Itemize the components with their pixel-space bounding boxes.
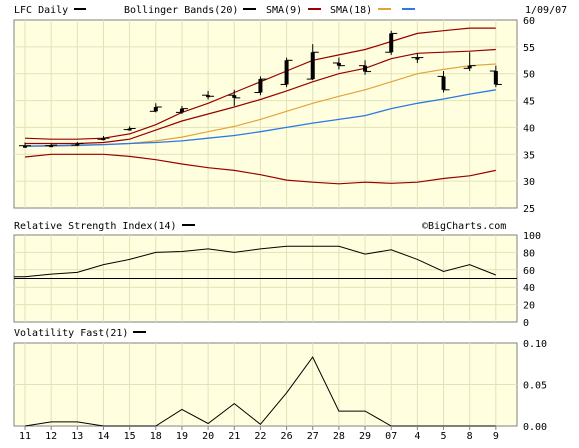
x-axis-tick-label: 14 (97, 431, 109, 442)
price-bar (149, 103, 162, 113)
price-bar-body (258, 79, 263, 93)
price-bar (228, 89, 241, 106)
price-y-tick-label: 30 (523, 177, 535, 188)
rsi-line (14, 245, 496, 278)
x-axis-tick-label: 22 (254, 431, 266, 442)
price-bar (489, 65, 502, 88)
price-bars (19, 30, 502, 148)
price-bar (45, 143, 58, 148)
price-bar (19, 142, 31, 148)
x-axis-tick-label: 29 (359, 431, 371, 442)
volatility-y-tick-label: 0.05 (523, 381, 547, 392)
price-bar-body (467, 65, 472, 69)
x-axis-tick-label: 4 (414, 431, 420, 442)
x-axis-tick-label: 5 (441, 431, 447, 442)
price-bar-body (336, 62, 341, 66)
price-bar (71, 141, 84, 147)
x-axis-tick-label: 18 (150, 431, 162, 442)
x-axis-tick-label: 9 (493, 431, 499, 442)
x-axis-tick-label: 26 (281, 431, 293, 442)
price-y-tick-label: 45 (523, 97, 535, 108)
volatility-y-tick-label: 0.10 (523, 339, 547, 350)
price-bar-body (23, 145, 27, 148)
rsi-y-tick-label: 20 (523, 301, 535, 312)
price-bar-body (153, 107, 158, 112)
price-bar-body (389, 33, 394, 53)
legend-sma18-label: SMA(18) (330, 5, 372, 16)
price-bar (254, 76, 267, 96)
x-axis-tick-label: 28 (333, 431, 345, 442)
rsi-y-tick-label: 40 (523, 283, 535, 294)
price-bar-body (415, 57, 420, 60)
price-bar-body (493, 71, 498, 85)
rsi-y-tick-label: 0 (523, 318, 529, 329)
x-axis-tick-label: 12 (45, 431, 57, 442)
series-line-sma50 (24, 89, 496, 147)
watermark: ©BigCharts.com (422, 221, 506, 232)
price-y-tick-label: 60 (523, 16, 535, 27)
price-bar (202, 90, 215, 100)
rsi-y-tick-label: 100 (523, 231, 541, 242)
price-bar (97, 136, 110, 141)
price-y-tick-label: 55 (523, 43, 535, 54)
volatility-y-axis: 0.00 0.05 0.10 (523, 339, 547, 433)
x-axis-tick-label: 15 (124, 431, 136, 442)
price-bar-body (310, 52, 315, 80)
legend-bollinger-label: Bollinger Bands(20) (124, 5, 238, 16)
price-bar (280, 57, 293, 88)
price-bar-body (75, 143, 80, 146)
rsi-title: Relative Strength Index(14) (14, 221, 177, 232)
x-axis-tick-label: 21 (228, 431, 240, 442)
rsi-y-axis: 0 20 40 60 80 100 (523, 231, 541, 329)
price-bar (123, 126, 136, 131)
price-bar-body (232, 95, 237, 98)
chart-title: LFC Daily (14, 5, 68, 16)
price-y-tick-label: 50 (523, 70, 535, 81)
price-bar (411, 53, 424, 63)
x-axis-tick-label: 11 (19, 431, 31, 442)
x-axis-tick-label: 07 (385, 431, 397, 442)
price-y-tick-label: 25 (523, 204, 535, 215)
price-bar (463, 52, 476, 72)
rsi-header-bar (0, 216, 579, 234)
price-bar (175, 105, 188, 114)
price-bar (332, 57, 345, 70)
chart-date: 1/09/07 (525, 5, 567, 16)
price-bar (359, 60, 372, 75)
x-axis-tick-label: 8 (467, 431, 473, 442)
price-plot-area (13, 19, 518, 209)
rsi-y-tick-label: 80 (523, 248, 535, 259)
price-bar (385, 30, 398, 55)
price-bar-body (363, 65, 368, 72)
price-bar (306, 44, 319, 81)
volatility-y-tick-label: 0.00 (523, 422, 547, 433)
price-y-tick-label: 40 (523, 123, 535, 134)
legend-sma9-label: SMA(9) (266, 5, 302, 16)
series-line-bb_lower (24, 153, 496, 185)
price-y-tick-label: 35 (523, 150, 535, 161)
price-bar-body (441, 76, 446, 90)
x-axis-tick-label: 27 (307, 431, 319, 442)
price-bar (437, 71, 450, 93)
x-axis-tick-label: 20 (202, 431, 214, 442)
volatility-title: Volatility Fast(21) (14, 328, 128, 339)
rsi-y-tick-label: 60 (523, 266, 535, 277)
x-axis: 11 12 13 14 15 18 19 20 21 22 26 27 28 29 07 4 5 8 9 (19, 426, 499, 442)
x-axis-tick-label: 19 (176, 431, 188, 442)
price-y-axis: 25 30 35 40 45 50 55 60 (523, 16, 535, 215)
price-bar-body (284, 60, 289, 85)
x-axis-tick-label: 13 (71, 431, 83, 442)
series-line-sma9 (25, 48, 496, 145)
price-bar-body (179, 108, 184, 113)
